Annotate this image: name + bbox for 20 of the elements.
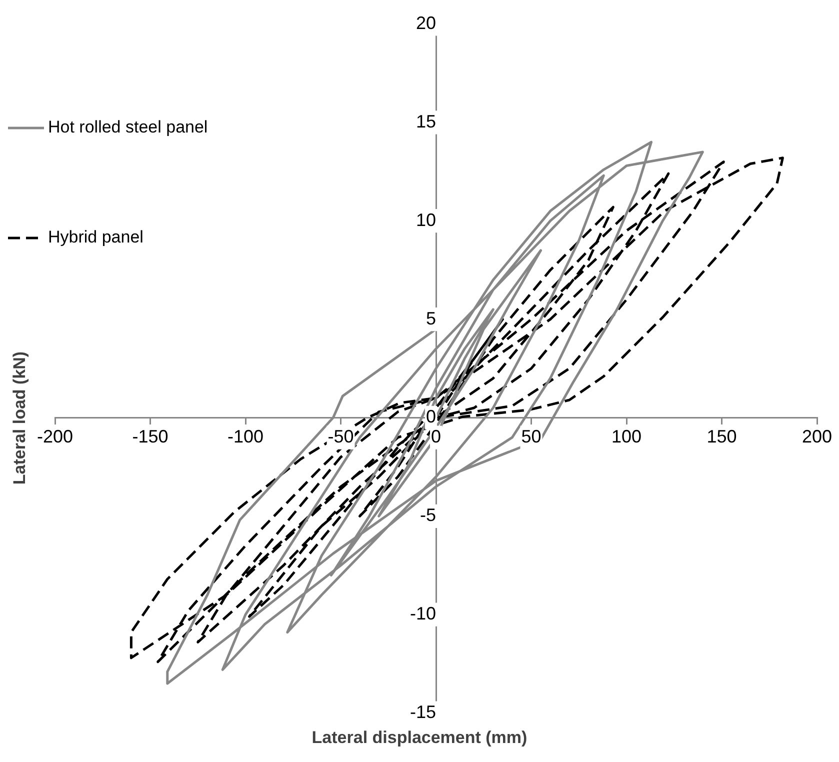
x-tick-label: 150 — [706, 426, 737, 446]
y-tick-label: 0 — [426, 406, 436, 427]
x-tick-label: -200 — [36, 426, 74, 446]
x-tick-label: 100 — [611, 426, 642, 446]
y-tick-label: -15 — [410, 702, 436, 722]
y-tick-label: 5 — [426, 308, 436, 328]
x-tick-label: -150 — [132, 426, 168, 446]
y-tick-label: 15 — [416, 111, 436, 132]
x-axis-title: Lateral displacement (mm) — [310, 728, 528, 748]
x-tick-label: -50 — [328, 426, 354, 446]
y-tick-label: 10 — [416, 210, 436, 230]
legend-label: Hybrid panel — [48, 228, 144, 247]
x-tick-label: 200 — [802, 426, 832, 446]
legend-label: Hot rolled steel panel — [48, 118, 208, 137]
y-tick-label: -5 — [420, 505, 436, 526]
y-tick-label: 20 — [416, 12, 436, 33]
y-axis-title: Lateral load (kN) — [10, 350, 30, 487]
x-tick-label: -100 — [227, 426, 264, 446]
y-tick-label: -10 — [410, 604, 436, 624]
x-tick-label: 50 — [521, 426, 542, 446]
